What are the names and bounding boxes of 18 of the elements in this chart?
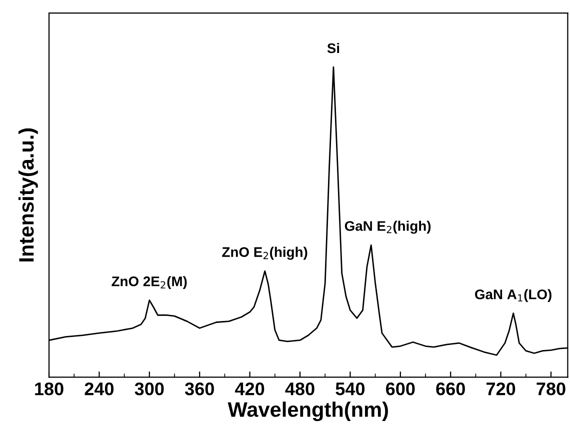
x-tick-label: 300 [134, 382, 164, 396]
x-tick-label: 780 [536, 382, 566, 396]
x-tick-label: 540 [336, 382, 365, 396]
x-tick-label: 660 [436, 382, 465, 396]
annotation: ZnO 2E$_{2}$(M) [112, 276, 187, 290]
x-tick-label: 420 [235, 382, 264, 396]
annotation: GaN E$_{2}$(high) [344, 220, 431, 234]
y-axis-title: Intensity(a.u.) [18, 128, 38, 262]
x-axis-title: Wavelength(nm) [228, 402, 388, 422]
x-tick-label: 480 [285, 382, 314, 396]
annotation: Si [327, 42, 340, 54]
x-tick-label: 180 [35, 382, 64, 396]
x-tick-label: 600 [386, 382, 415, 396]
x-tick-label: 360 [184, 382, 214, 396]
x-tick-label: 720 [486, 382, 516, 396]
annotation: ZnO E$_{2}$(high) [222, 246, 308, 260]
annotation: GaN A$_{1}$(LO) [475, 289, 552, 302]
x-tick-label: 240 [84, 382, 114, 396]
